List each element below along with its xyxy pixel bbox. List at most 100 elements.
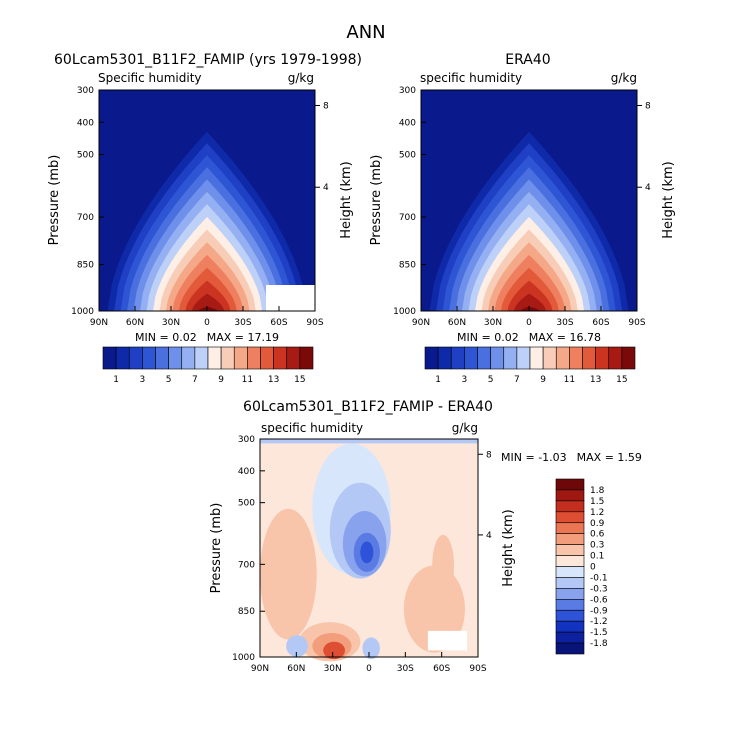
panel-model-colorbar-swatch — [247, 346, 261, 370]
panel-era40-colorbar-label: 15 — [616, 375, 627, 385]
panel-diff-subtitle-right: g/kg — [452, 421, 478, 435]
panel-diff-colorbar-swatch — [555, 609, 585, 622]
panel-diff-title: 60Lcam5301_B11F2_FAMIP - ERA40 — [243, 399, 493, 415]
panel-diff-contour-band — [432, 534, 455, 596]
panel-model-subtitle-left: Specific humidity — [98, 71, 202, 85]
panel-model-colorbar-label: 3 — [140, 375, 146, 385]
panel-model-colorbar-label: 9 — [218, 375, 224, 385]
panel-model: 60Lcam5301_B11F2_FAMIP (yrs 1979-1998) S… — [47, 52, 362, 385]
panel-diff-colorbar-swatch — [555, 555, 585, 567]
panel-model-colorbar-swatch — [286, 346, 301, 370]
panel-model-ytick-label: 850 — [77, 261, 94, 271]
panel-diff-colorbar-label: 0.6 — [590, 530, 605, 540]
panel-era40-colorbar-swatch — [555, 346, 570, 370]
panel-diff-xtick-label: 60S — [433, 664, 450, 674]
panel-model-xtick-label: 60N — [126, 318, 144, 328]
panel-era40-rtick-label: 8 — [645, 101, 651, 111]
panel-era40-colorbar-swatch — [503, 346, 518, 370]
panel-model-colorbar-swatch — [194, 346, 209, 370]
panel-diff-xtick-label: 0 — [366, 664, 372, 674]
panel-diff-colorbar-label: 0.1 — [590, 552, 604, 562]
panel-diff-ytick-label: 300 — [238, 435, 255, 445]
panel-diff-contour-band — [260, 508, 317, 640]
panel-diff-colorbar-swatch — [555, 599, 585, 611]
panel-model-minmax: MIN = 0.02 MAX = 17.19 — [135, 331, 279, 344]
panel-model-contour-band — [198, 306, 218, 311]
panel-era40-minmax: MIN = 0.02 MAX = 16.78 — [457, 331, 601, 344]
panel-model-colorbar-swatch — [207, 346, 222, 370]
panel-diff-ytick-label: 1000 — [232, 653, 255, 663]
panel-era40-colorbar-label: 5 — [488, 375, 494, 385]
panel-era40-colorbar-swatch — [569, 346, 583, 370]
panel-era40-field — [420, 89, 638, 312]
panel-diff-colorbar-label: -0.3 — [590, 584, 608, 594]
panel-diff-colorbar-label: 1.2 — [590, 508, 604, 518]
panel-diff-colorbar-swatch — [555, 489, 585, 502]
panel-model-ytick-label: 700 — [77, 213, 94, 223]
panel-diff-contour-band — [323, 641, 346, 660]
panel-era40-ytick-label: 300 — [399, 86, 416, 96]
panel-diff-contour-band — [286, 635, 308, 657]
panel-model-rtick-label: 8 — [323, 101, 329, 111]
panel-era40-ytick-label: 850 — [399, 261, 416, 271]
panel-model-colorbar-swatch — [233, 346, 248, 370]
panel-era40-colorbar-swatch — [608, 346, 623, 370]
panel-diff-xtick-label: 30N — [324, 664, 342, 674]
panel-era40-max-label: MAX = — [529, 331, 570, 344]
panel-diff-ytick-label: 500 — [238, 499, 255, 509]
panel-era40-colorbar-swatch — [621, 346, 636, 370]
panel-era40-colorbar-label: 1 — [435, 375, 441, 385]
panel-era40-contour-band — [513, 293, 547, 311]
panel-model-ytick-label: 1000 — [71, 307, 94, 317]
panel-diff-colorbar-swatch — [555, 500, 585, 513]
panel-model-rtick-label: 4 — [323, 183, 329, 193]
panel-model-missing-region — [266, 285, 315, 311]
panel-era40-colorbar-swatch — [516, 346, 531, 370]
panel-era40-colorbar-swatch — [477, 346, 491, 370]
panel-model-colorbar-label: 15 — [294, 375, 305, 385]
panel-era40-min: 0.02 — [494, 331, 519, 344]
panel-era40-ylabel: Pressure (mb) — [369, 155, 384, 246]
panel-model-colorbar-swatch — [155, 346, 169, 370]
panel-era40-colorbar-label: 11 — [564, 375, 575, 385]
panel-model-ylabel-right: Height (km) — [339, 161, 354, 238]
panel-model-xtick-label: 0 — [204, 318, 210, 328]
panel-diff-colorbar-label: -0.1 — [590, 573, 608, 583]
panel-era40-colorbar-swatch — [464, 346, 478, 370]
panel-model-colorbar-swatch — [128, 346, 143, 370]
panel-era40-colorbar-swatch — [529, 346, 544, 370]
panel-era40: ERA40 specific humidity g/kg 90N 60N 30N 0 3… — [369, 52, 676, 385]
panel-diff-colorbar-swatch — [555, 620, 585, 633]
panel-diff-max: 1.59 — [617, 451, 642, 464]
panel-era40-colorbar-swatch — [437, 346, 452, 370]
panel-model-xtick-label: 30N — [162, 318, 180, 328]
panel-era40-colorbar-swatch — [542, 346, 557, 370]
panel-era40-title: ERA40 — [505, 52, 550, 68]
panel-model-colorbar-swatch — [142, 346, 156, 370]
panel-diff-colorbar-label: -1.5 — [590, 628, 608, 638]
figure-title: ANN — [346, 22, 385, 43]
panel-model-subtitle-right: g/kg — [288, 71, 314, 85]
panel-era40-max: 16.78 — [569, 331, 601, 344]
panel-model-min-label: MIN = — [135, 331, 172, 344]
panel-era40-rtick-label: 4 — [645, 183, 651, 193]
panel-diff-colorbar-label: 0.9 — [590, 519, 605, 529]
panel-diff-colorbar-label: -1.8 — [590, 639, 608, 649]
panel-model-colorbar-swatch — [260, 346, 274, 370]
panel-era40-ytick-label: 1000 — [393, 307, 416, 317]
panel-era40-xtick-label: 30N — [484, 318, 502, 328]
panel-diff-colorbar-swatch — [555, 566, 585, 578]
panel-model-ytick-label: 400 — [77, 118, 94, 128]
panel-era40-xtick-label: 60N — [448, 318, 466, 328]
panel-diff-colorbar-label: 1.8 — [590, 486, 605, 496]
panel-era40-ytick-label: 500 — [399, 151, 416, 161]
panel-era40-xtick-label: 60S — [592, 318, 609, 328]
panel-diff-contour-band — [260, 439, 478, 444]
panel-diff-rtick-label: 8 — [486, 450, 492, 460]
panel-diff-xtick-label: 90N — [251, 664, 269, 674]
panel-model-contour-band — [191, 293, 225, 311]
panel-model-colorbar-swatch — [181, 346, 196, 370]
panel-diff-contour-band — [360, 541, 374, 564]
panel-diff-contour-band — [427, 630, 468, 651]
panel-era40-colorbar-label: 7 — [514, 375, 520, 385]
